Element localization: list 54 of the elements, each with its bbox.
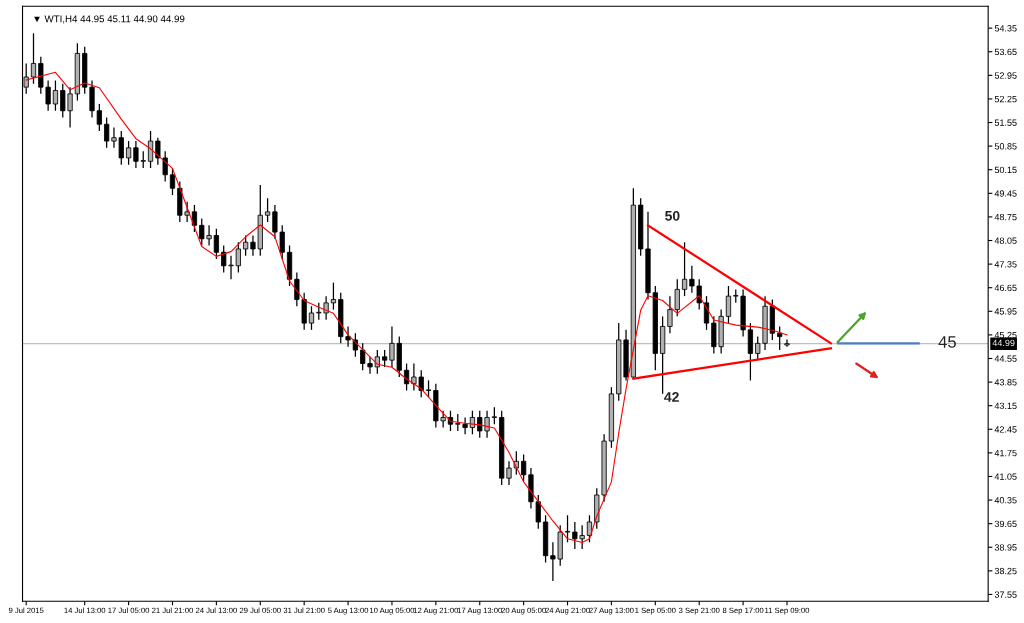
candlestick: [330, 282, 337, 311]
y-tick-label: 45.25: [994, 331, 1017, 339]
y-tick-label: 47.35: [994, 261, 1017, 268]
candlestick: [191, 204, 198, 233]
series-label: 50: [665, 210, 680, 221]
y-tick-label: 38.25: [994, 567, 1017, 575]
line-series: [25, 71, 788, 544]
candlestick: [213, 228, 219, 260]
y-tick-label: 51.55: [994, 119, 1017, 126]
candlestick: [674, 278, 680, 317]
candlestick: [586, 514, 593, 543]
y-tick-label: 53.65: [994, 48, 1017, 56]
candlestick: [162, 150, 168, 183]
candlestick: [52, 79, 59, 112]
candlestick: [30, 32, 37, 85]
y-tick-label: 40.35: [994, 497, 1017, 504]
y-tick-label: 52.95: [994, 72, 1017, 79]
candlestick: [155, 137, 161, 166]
candlestick: [564, 514, 571, 543]
y-tick-label: 52.25: [994, 95, 1017, 103]
y-tick-label: 43.15: [994, 402, 1017, 410]
y-tick-label: 41.05: [994, 473, 1017, 480]
candlestick: [264, 197, 271, 223]
y-tick-label: 54.35: [994, 25, 1017, 32]
y-tick-label: 48.05: [994, 237, 1017, 244]
ref-line-label: 44.99: [992, 339, 1015, 347]
candlestick: [667, 295, 673, 334]
series-label: 42: [664, 392, 679, 402]
candlestick: [147, 130, 154, 169]
y-tick-label: 39.65: [994, 520, 1017, 528]
candlestick: [125, 140, 132, 166]
text: ▼ WTI,H4 44.95 45.11 44.90 44.99: [34, 15, 185, 24]
y-tick-label: 48.75: [994, 213, 1017, 221]
y-tick-label: 42.45: [994, 426, 1017, 433]
candlestick: [681, 241, 688, 297]
candlestick: [725, 285, 732, 324]
candlestick: [777, 325, 783, 351]
candlestick: [521, 453, 527, 483]
series-label: 45: [938, 336, 956, 348]
y-tick-label: 50.15: [994, 166, 1017, 174]
y-tick-label: 41.75: [994, 449, 1017, 457]
y-tick-label: 46.65: [994, 284, 1017, 292]
y-tick-label: 50.85: [994, 143, 1017, 150]
candlestick: [747, 322, 754, 382]
candlestick: [104, 116, 110, 149]
y-tick-label: 43.85: [994, 379, 1017, 386]
candlestick: [243, 234, 249, 257]
y-tick-label: 49.45: [994, 190, 1017, 197]
y-tick-label: 37.55: [994, 591, 1017, 598]
candlestick: [169, 167, 176, 196]
y-tick-label: 44.55: [994, 355, 1017, 362]
candlestick: [308, 305, 315, 331]
y-tick-label: 38.95: [994, 544, 1017, 551]
y-tick-label: 45.95: [994, 308, 1017, 315]
